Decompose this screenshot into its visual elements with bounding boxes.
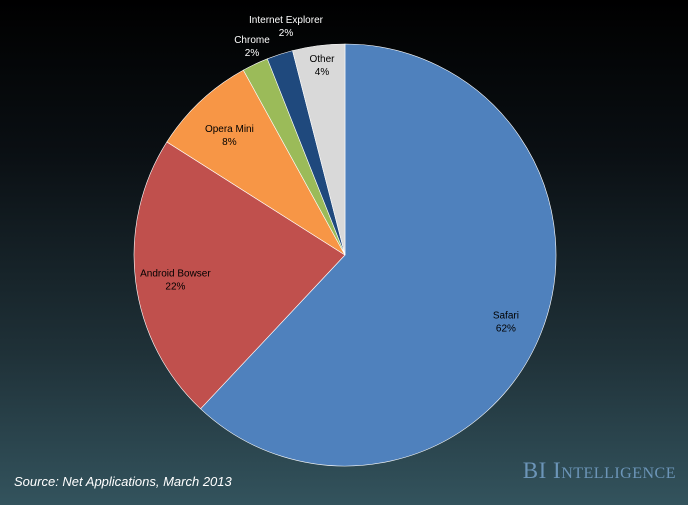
- slice-labels: Safari 62% Android Bowser 22% Opera Mini 8% Ch…: [140, 15, 519, 335]
- slice-label-other: Other 4%: [309, 54, 335, 78]
- slice-label-safari: Safari 62%: [493, 311, 519, 335]
- slice-label-internet-explorer: Internet Explorer 2%: [249, 15, 324, 39]
- slice-label-opera-mini: Opera Mini 8%: [205, 124, 254, 148]
- pie-slice-opera-mini: [166, 69, 346, 256]
- source-note: Source: Net Applications, March 2013: [14, 474, 232, 489]
- pie-slice-safari: [200, 43, 557, 467]
- pie-slice-android-bowser: [133, 141, 346, 410]
- slice-label-android-bowser: Android Bowser 22%: [140, 268, 211, 292]
- brand-logo: BI Intelligence: [522, 458, 676, 483]
- pie-slice-other: [292, 43, 346, 256]
- pie-slices: [133, 43, 557, 467]
- slice-label-chrome: Chrome 2%: [234, 35, 270, 59]
